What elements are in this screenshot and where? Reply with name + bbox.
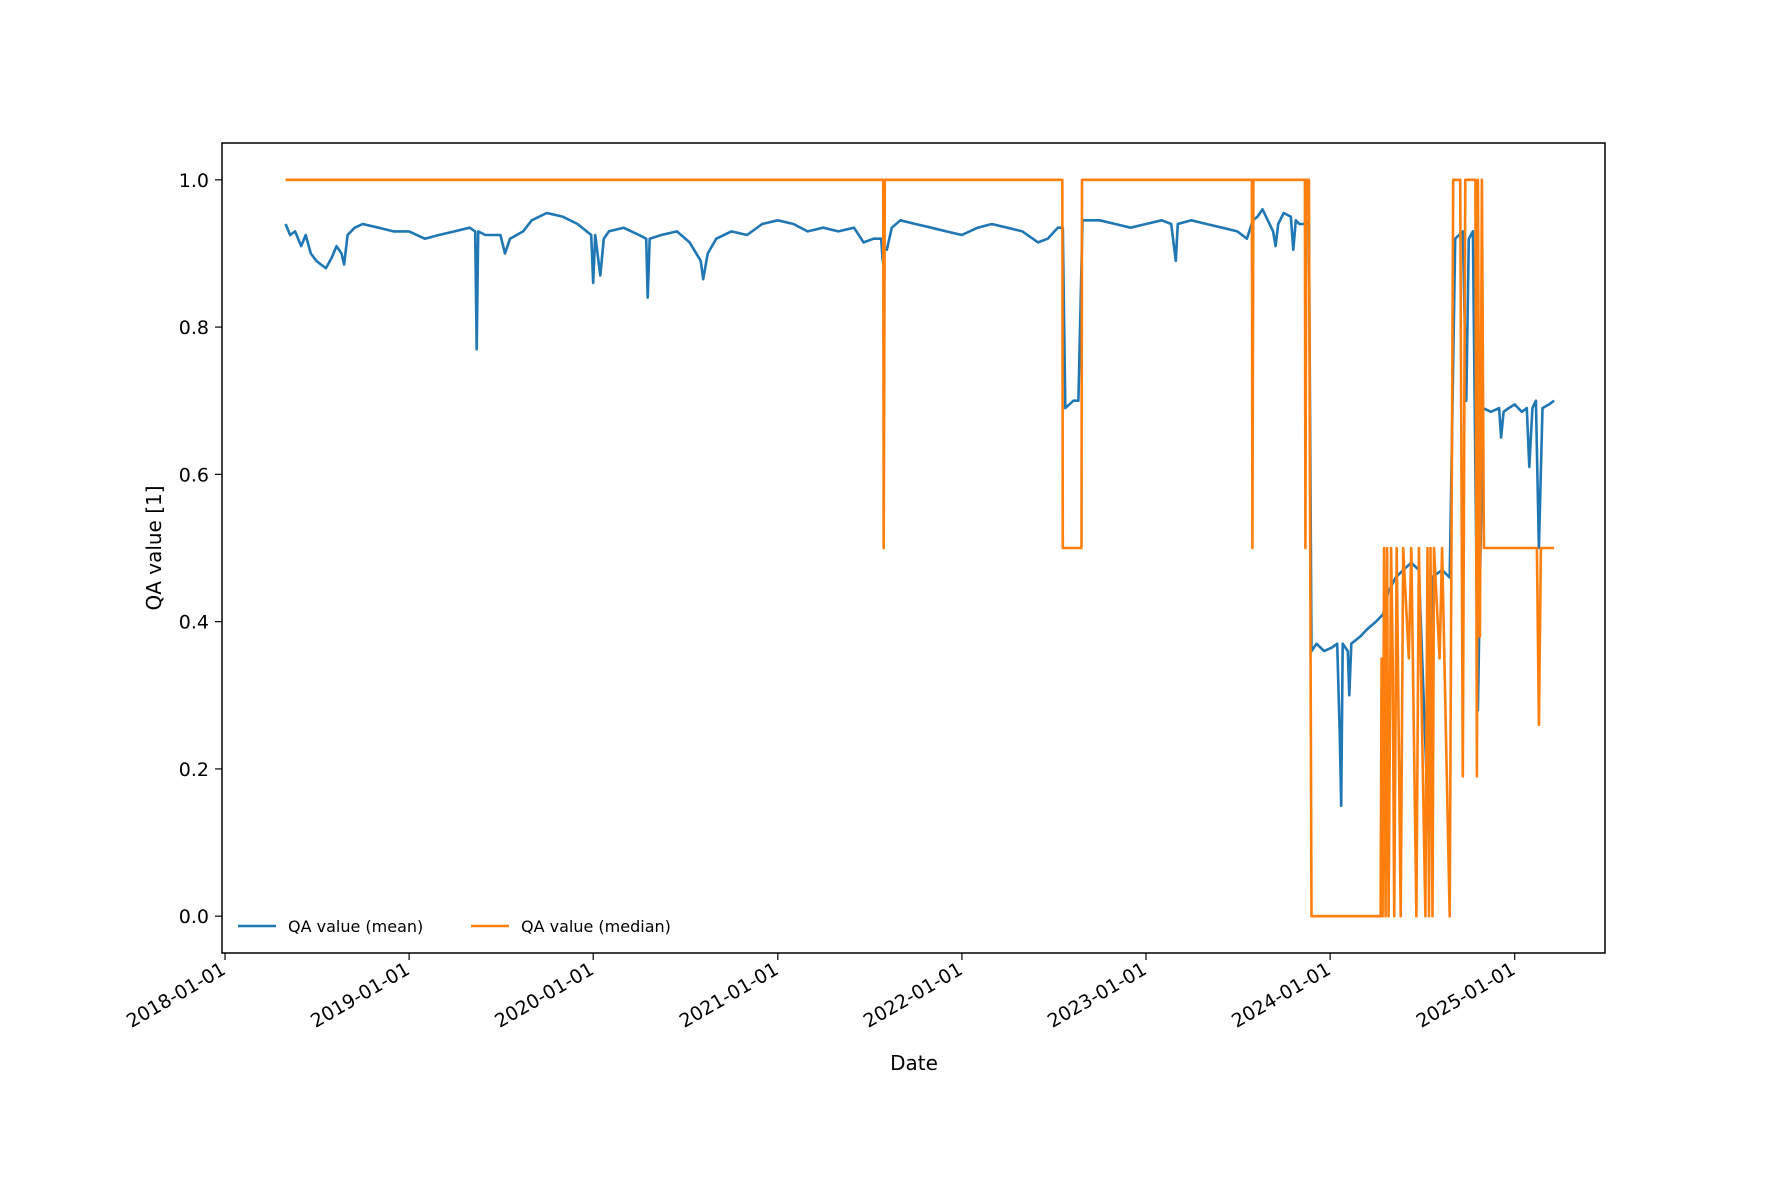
x-axis-label: Date (890, 1051, 938, 1075)
series-line-2 (285, 178, 1555, 918)
y-tick-label: 0.8 (179, 317, 209, 339)
x-tick-label: 2023-01-01 (1044, 958, 1151, 1032)
series-layer (284, 178, 1555, 918)
x-tick-label: 2021-01-01 (676, 958, 783, 1032)
y-tick-label: 0.6 (179, 464, 209, 486)
x-tick-label: 2025-01-01 (1413, 958, 1520, 1032)
y-tick-label: 0.0 (179, 906, 209, 928)
x-tick-label: 2018-01-01 (123, 958, 230, 1032)
y-tick-label: 1.0 (179, 170, 209, 192)
x-tick-label: 2019-01-01 (307, 958, 414, 1032)
series-line-1 (284, 208, 1555, 844)
y-axis: 0.0 0.2 0.4 0.6 0.8 1.0 (179, 170, 222, 928)
x-axis: 2018-01-01 2019-01-01 2020-01-01 2021-01-01… (123, 953, 1519, 1033)
x-tick-label: 2020-01-01 (491, 958, 598, 1032)
legend: QA value (mean) QA value (median) (238, 917, 671, 936)
y-tick-label: 0.2 (179, 759, 209, 781)
legend-label-2: QA value (median) (521, 917, 671, 936)
x-tick-label: 2024-01-01 (1228, 958, 1335, 1032)
legend-label-1: QA value (mean) (288, 917, 423, 936)
plot-frame (221, 142, 1606, 954)
y-axis-label: QA value [1] (142, 485, 166, 610)
x-tick-label: 2022-01-01 (860, 958, 967, 1032)
y-tick-label: 0.4 (179, 612, 209, 634)
